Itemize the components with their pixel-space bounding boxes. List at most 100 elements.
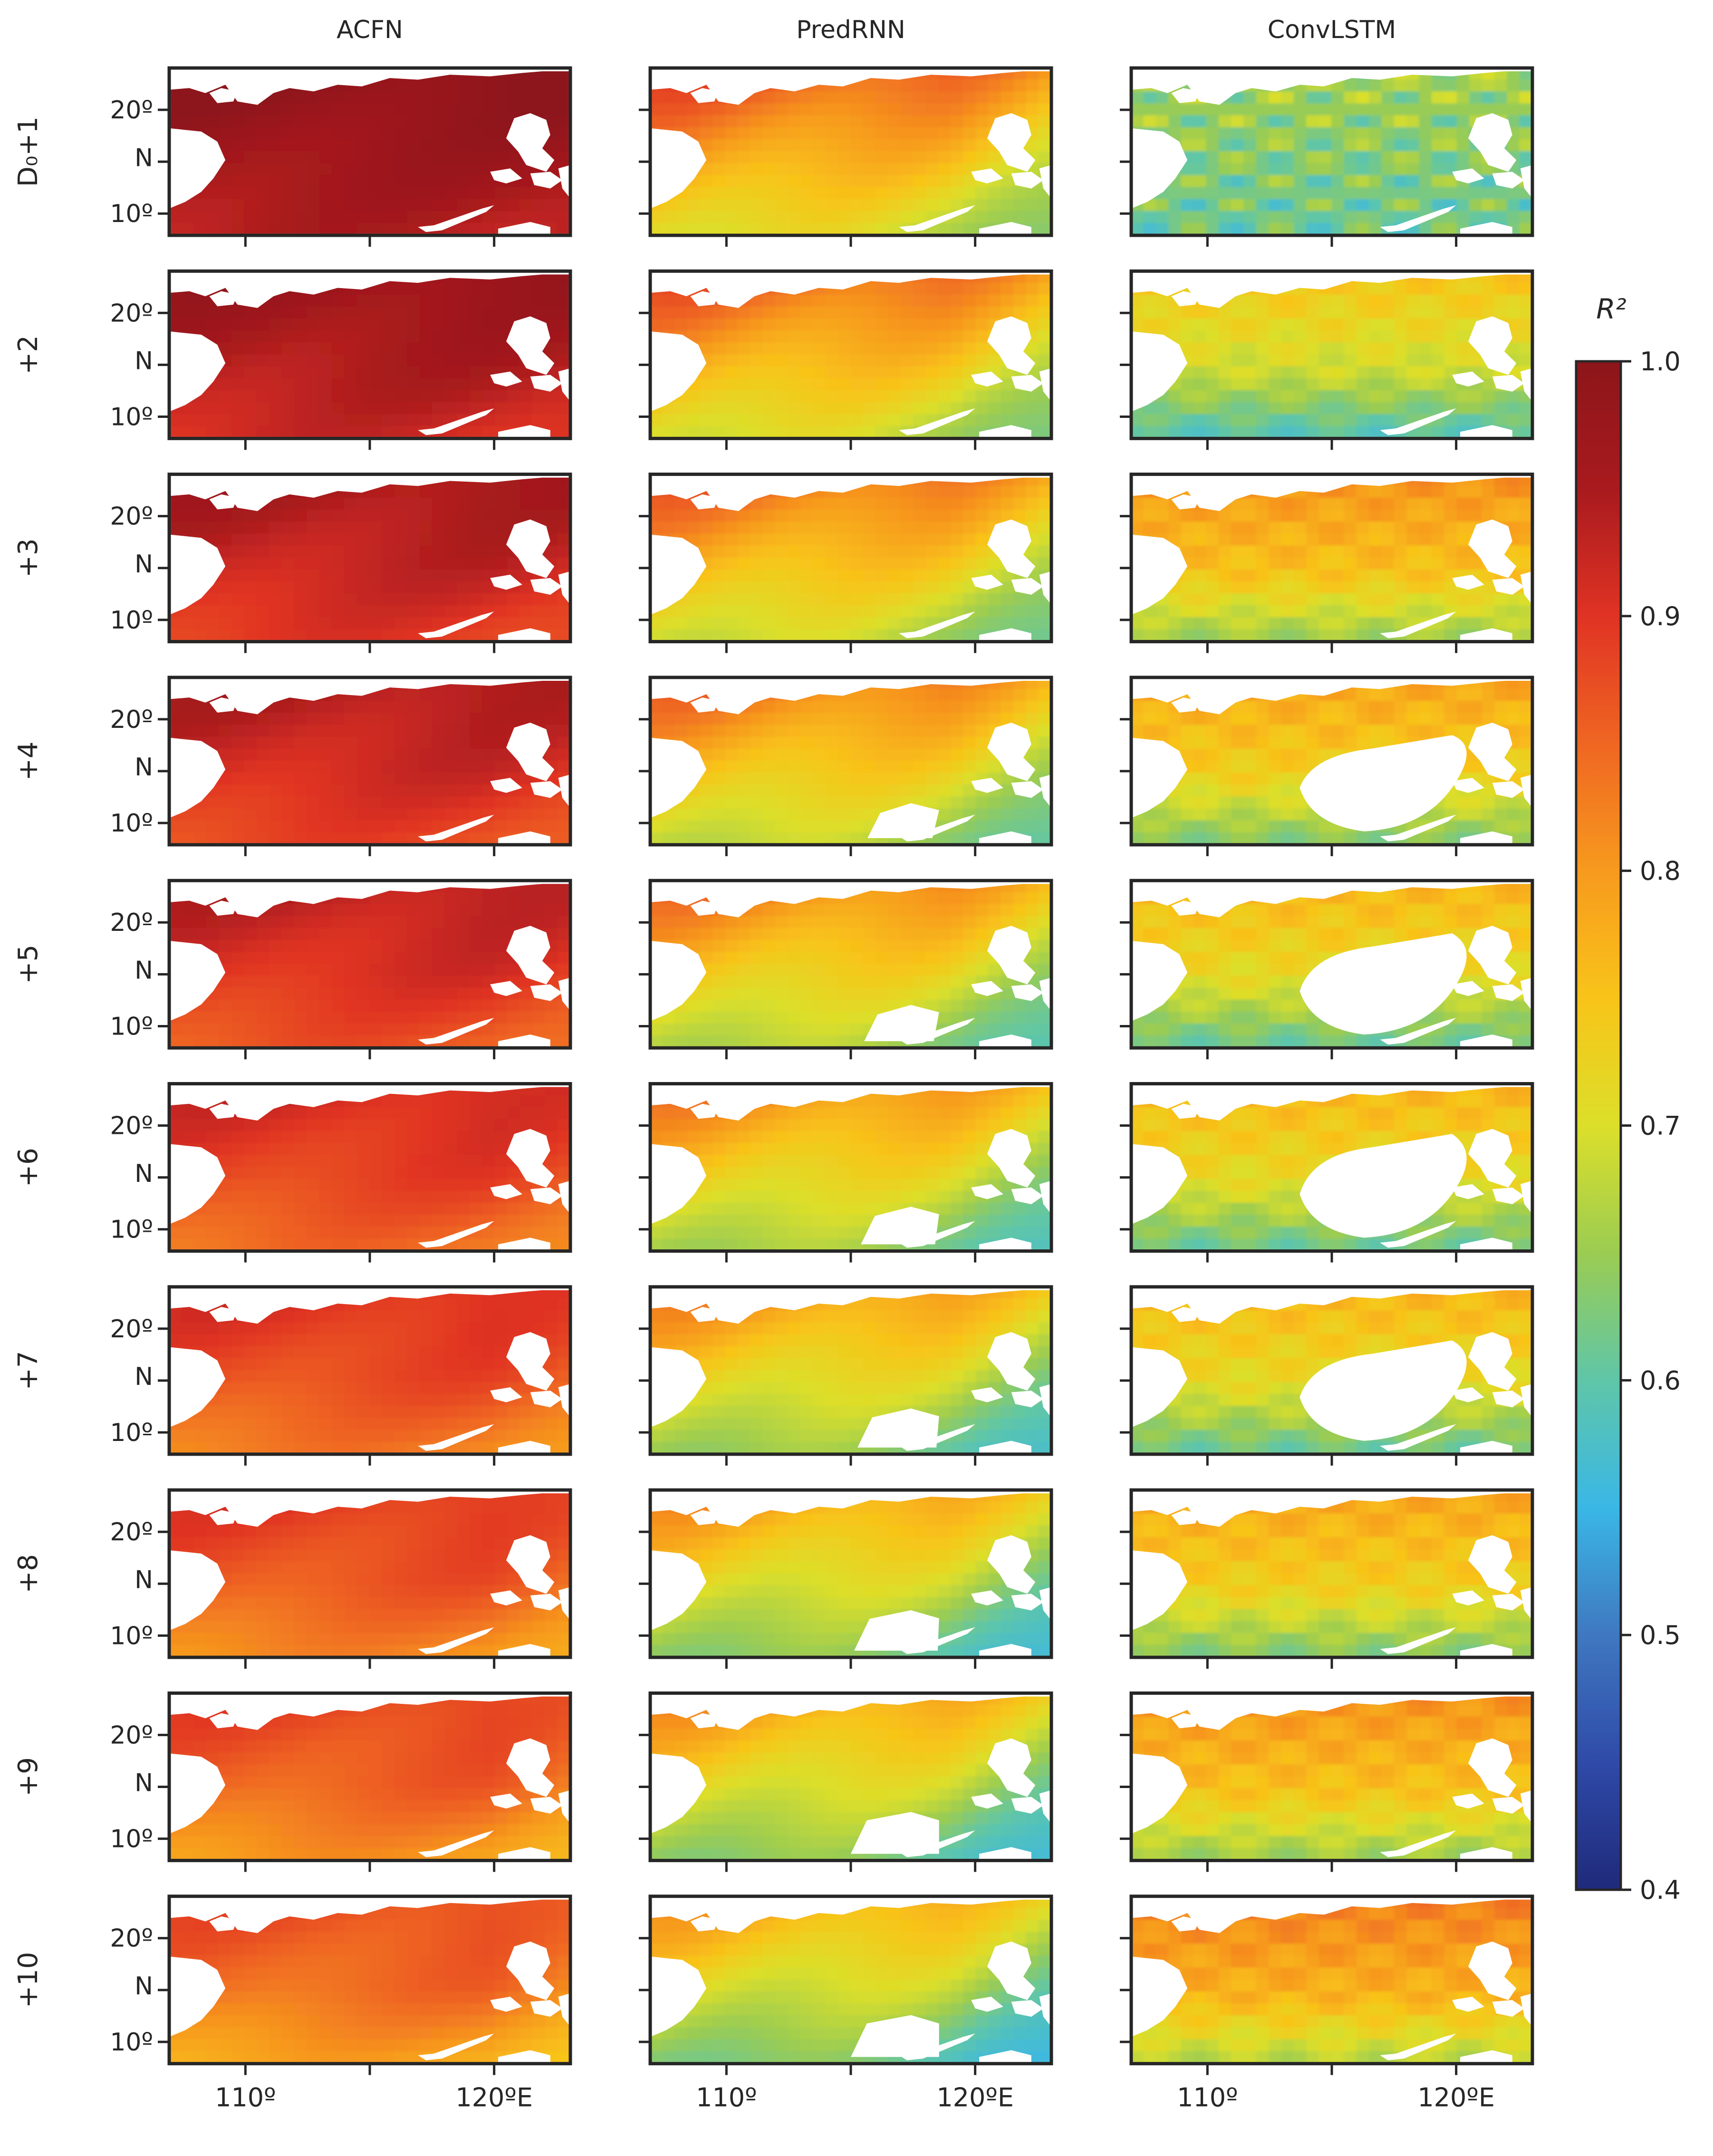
map-cell (1344, 354, 1357, 367)
map-cell (369, 318, 383, 332)
map-cell (470, 557, 483, 570)
map-cell (1281, 175, 1295, 188)
map-cell (1507, 282, 1521, 296)
map-cell (269, 306, 283, 319)
map-cell (850, 163, 864, 176)
map-cell (737, 354, 751, 367)
map-cell (850, 569, 864, 582)
map-cell (1206, 510, 1220, 523)
map-cell (850, 354, 864, 367)
map-cell (1243, 378, 1257, 391)
map-cell (913, 282, 927, 296)
map-cell (963, 617, 977, 630)
map-cell (800, 330, 814, 344)
map-cell (244, 784, 258, 798)
map-cell (938, 390, 952, 403)
map-cell (750, 163, 764, 176)
map-cell (256, 545, 270, 559)
map-cell (1469, 187, 1483, 200)
map-cell (394, 79, 408, 93)
map-cell (812, 91, 827, 105)
map-cell (1519, 294, 1532, 308)
map-cell (674, 222, 689, 235)
map-cell (750, 510, 764, 523)
map-cell (850, 629, 864, 642)
map-cell (1507, 187, 1521, 200)
map-cell (1231, 139, 1245, 152)
map-cell (913, 211, 927, 224)
map-cell (1013, 390, 1027, 403)
map-cell (231, 390, 245, 403)
map-cell (650, 629, 664, 642)
map-cell (219, 115, 232, 128)
map-cell (1394, 318, 1408, 332)
map-cell (963, 211, 977, 224)
map-cell (650, 725, 664, 738)
map-cell (1281, 510, 1295, 523)
map-cell (344, 820, 358, 833)
map-cell (444, 115, 458, 128)
map-cell (700, 736, 713, 750)
map-cell (193, 522, 208, 535)
map-cell (775, 832, 789, 845)
map-cell (557, 808, 570, 822)
map-cell (244, 175, 258, 188)
map-cell (1356, 282, 1370, 296)
map-cell (269, 318, 283, 332)
map-cell (762, 199, 776, 212)
map-cell (1381, 115, 1395, 128)
map-cell (1281, 593, 1295, 607)
map-cell (1306, 211, 1320, 224)
map-cell (762, 760, 776, 774)
map-cell (1419, 294, 1433, 308)
map-cell (800, 139, 814, 152)
map-cell (963, 294, 977, 308)
map-cell (444, 151, 458, 164)
map-cell (800, 581, 814, 595)
map-cell (925, 605, 939, 619)
map-cell (875, 522, 889, 535)
map-cell (975, 545, 990, 559)
map-cell (775, 784, 789, 798)
map-cell (169, 414, 183, 427)
map-cell (444, 773, 458, 786)
map-cell (975, 151, 990, 164)
map-cell (725, 593, 739, 607)
map-cell (762, 617, 776, 630)
map-cell (1013, 79, 1027, 93)
map-cell (1218, 222, 1232, 235)
map-cell (1381, 569, 1395, 582)
map-cell (1293, 163, 1308, 176)
map-cell (319, 510, 333, 523)
map-cell (1394, 306, 1408, 319)
map-cell (1306, 557, 1320, 570)
map-cell (269, 784, 283, 798)
map-cell (331, 402, 346, 416)
map-cell (700, 414, 713, 427)
map-cell (344, 796, 358, 810)
map-cell (1193, 163, 1207, 176)
map-cell (1519, 497, 1532, 511)
map-cell (1406, 187, 1420, 200)
map-cell (875, 127, 889, 140)
map-cell (1331, 402, 1345, 416)
map-cell (712, 414, 726, 427)
map-cell (1218, 426, 1232, 439)
map-cell (788, 426, 801, 439)
map-cell (900, 330, 914, 344)
map-cell (975, 390, 990, 403)
map-cell (812, 725, 827, 738)
map-cell (507, 510, 521, 523)
map-cell (331, 581, 346, 595)
map-cell (662, 306, 676, 319)
map-cell (1013, 414, 1027, 427)
map-cell (1193, 605, 1207, 619)
map-cell (407, 629, 421, 642)
map-cell (1318, 617, 1332, 630)
map-cell (1001, 282, 1014, 296)
map-cell (557, 510, 570, 523)
map-cell (1155, 617, 1170, 630)
map-cell (1456, 414, 1471, 427)
map-cell (1432, 103, 1445, 116)
map-cell (432, 282, 446, 296)
